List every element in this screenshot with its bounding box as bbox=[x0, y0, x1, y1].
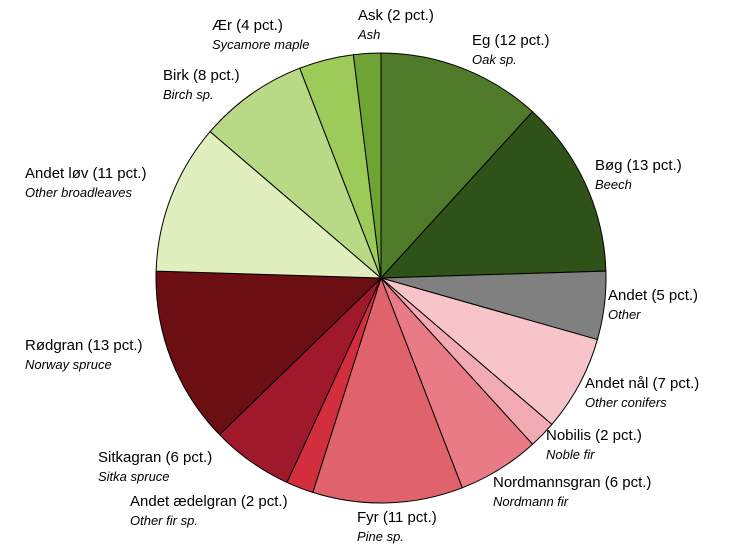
slice-translation: Other fir sp. bbox=[130, 513, 198, 528]
pie-slice bbox=[155, 270, 383, 436]
slice-translation: Birch sp. bbox=[163, 87, 214, 102]
slice-label: Rødgran (13 pct.) bbox=[25, 337, 143, 354]
slice-label: Ær (4 pct.) bbox=[212, 17, 283, 34]
pie-slice bbox=[155, 130, 383, 279]
slice-translation: Sycamore maple bbox=[212, 37, 310, 52]
slice-label: Andet nål (7 pct.) bbox=[585, 375, 699, 392]
slice-translation: Norway spruce bbox=[25, 357, 112, 372]
slice-label: Fyr (11 pct.) bbox=[357, 509, 437, 526]
slice-label: Andet løv (11 pct.) bbox=[25, 165, 146, 182]
slice-translation: Noble fir bbox=[546, 447, 595, 462]
pie-slice bbox=[380, 52, 534, 280]
slice-label: Sitkagran (6 pct.) bbox=[98, 449, 212, 466]
slice-label: Andet ædelgran (2 pct.) bbox=[130, 493, 288, 510]
pie-slice bbox=[312, 276, 463, 504]
slice-translation: Beech bbox=[595, 177, 632, 192]
slice-translation: Pine sp. bbox=[357, 529, 404, 544]
slice-label: Eg (12 pct.) bbox=[472, 32, 550, 49]
slice-translation: Other bbox=[608, 307, 641, 322]
slice-label: Andet (5 pct.) bbox=[608, 287, 698, 304]
slice-translation: Sitka spruce bbox=[98, 469, 170, 484]
pie-slice bbox=[352, 52, 382, 279]
slice-translation: Other conifers bbox=[585, 395, 667, 410]
slice-label: Bøg (13 pct.) bbox=[595, 157, 682, 174]
slice-translation: Ash bbox=[357, 27, 380, 42]
slice-translation: Nordmann fir bbox=[493, 494, 569, 509]
slice-translation: Other broadleaves bbox=[25, 185, 132, 200]
slice-translation: Oak sp. bbox=[472, 52, 517, 67]
slice-label: Nordmannsgran (6 pct.) bbox=[493, 474, 651, 491]
slice-label: Nobilis (2 pct.) bbox=[546, 427, 642, 444]
slice-label: Birk (8 pct.) bbox=[163, 67, 240, 84]
pie-slice bbox=[379, 111, 607, 279]
slice-label: Ask (2 pct.) bbox=[358, 7, 434, 24]
pie-slice bbox=[209, 67, 382, 279]
